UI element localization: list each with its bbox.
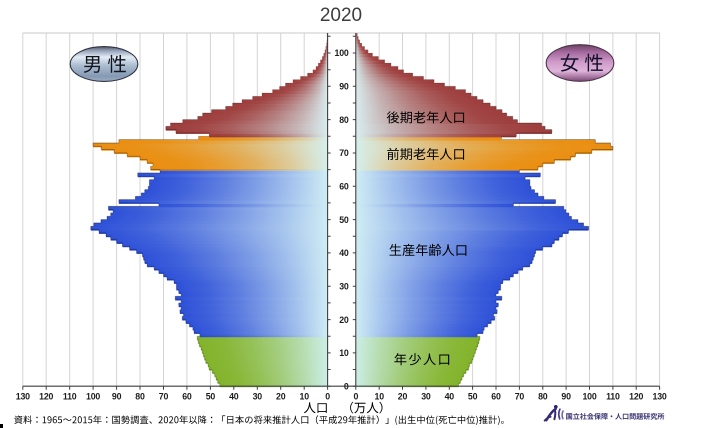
svg-text:20: 20 <box>398 392 408 402</box>
svg-text:120: 120 <box>629 392 643 402</box>
svg-text:90: 90 <box>561 392 571 402</box>
svg-text:90: 90 <box>339 82 349 92</box>
svg-text:10: 10 <box>339 348 349 358</box>
svg-text:70: 70 <box>515 392 525 402</box>
svg-text:40: 40 <box>445 392 455 402</box>
svg-text:0: 0 <box>325 392 330 402</box>
svg-text:40: 40 <box>339 248 349 258</box>
svg-text:120: 120 <box>39 392 53 402</box>
svg-text:10: 10 <box>300 392 310 402</box>
svg-text:50: 50 <box>468 392 478 402</box>
svg-text:100: 100 <box>582 392 596 402</box>
svg-text:110: 110 <box>63 392 77 402</box>
svg-text:30: 30 <box>339 281 349 291</box>
svg-text:10: 10 <box>375 392 385 402</box>
svg-text:130: 130 <box>653 392 667 402</box>
svg-text:0: 0 <box>353 392 358 402</box>
svg-text:80: 80 <box>339 115 349 125</box>
svg-text:70: 70 <box>339 148 349 158</box>
svg-text:2020: 2020 <box>320 5 362 26</box>
svg-text:50: 50 <box>339 215 349 225</box>
svg-text:80: 80 <box>538 392 548 402</box>
svg-text:40: 40 <box>229 392 239 402</box>
svg-text:20: 20 <box>339 315 349 325</box>
svg-text:100: 100 <box>86 392 100 402</box>
svg-text:30: 30 <box>253 392 263 402</box>
svg-text:60: 60 <box>339 182 349 192</box>
svg-text:110: 110 <box>606 392 620 402</box>
svg-text:0: 0 <box>344 381 349 391</box>
svg-text:80: 80 <box>135 392 145 402</box>
svg-text:130: 130 <box>16 392 30 402</box>
svg-text:60: 60 <box>182 392 192 402</box>
svg-text:90: 90 <box>112 392 122 402</box>
svg-text:20: 20 <box>276 392 286 402</box>
svg-text:30: 30 <box>421 392 431 402</box>
svg-text:60: 60 <box>491 392 501 402</box>
svg-text:50: 50 <box>206 392 216 402</box>
svg-text:100: 100 <box>335 48 349 58</box>
svg-text:70: 70 <box>159 392 169 402</box>
